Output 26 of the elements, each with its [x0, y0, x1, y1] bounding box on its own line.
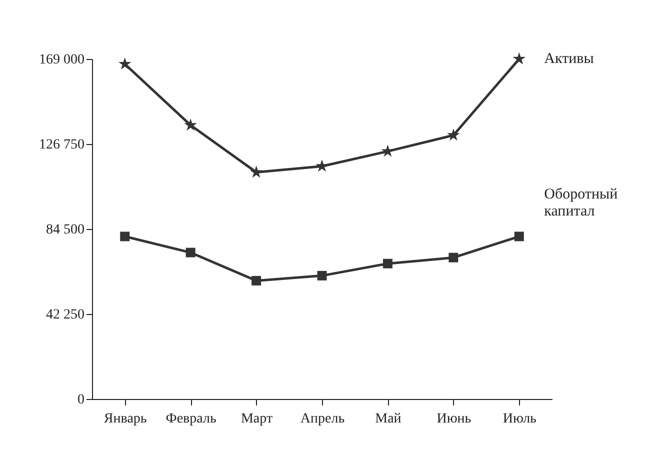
y-tick-label: 126 750: [39, 138, 84, 152]
x-tick-label: Февраль: [166, 412, 216, 426]
point: [448, 252, 458, 262]
series-label: Активы: [544, 51, 594, 67]
point: [186, 248, 196, 258]
x-tick-label: Май: [375, 412, 402, 426]
x-tick-label: Июль: [502, 412, 536, 426]
y-tick-label: 169 000: [39, 52, 84, 68]
point: [118, 57, 132, 70]
y-tick-label: 0: [78, 392, 84, 408]
y-tick-label: 42 250: [46, 308, 84, 322]
series-label: Оборотный капитал: [544, 186, 618, 220]
y-tick-label: 84 500: [46, 222, 84, 238]
x-tick-label: Июнь: [436, 412, 472, 426]
point: [512, 52, 526, 64]
point: [447, 128, 460, 141]
point: [317, 270, 327, 280]
point: [120, 232, 130, 242]
point: [252, 276, 262, 286]
point: [514, 232, 524, 242]
point: [250, 166, 263, 178]
x-tick-label: Апрель: [300, 412, 345, 426]
point: [382, 258, 392, 268]
point: [184, 118, 197, 131]
x-tick-label: Март: [240, 412, 273, 426]
x-tick-label: Январь: [104, 412, 147, 426]
